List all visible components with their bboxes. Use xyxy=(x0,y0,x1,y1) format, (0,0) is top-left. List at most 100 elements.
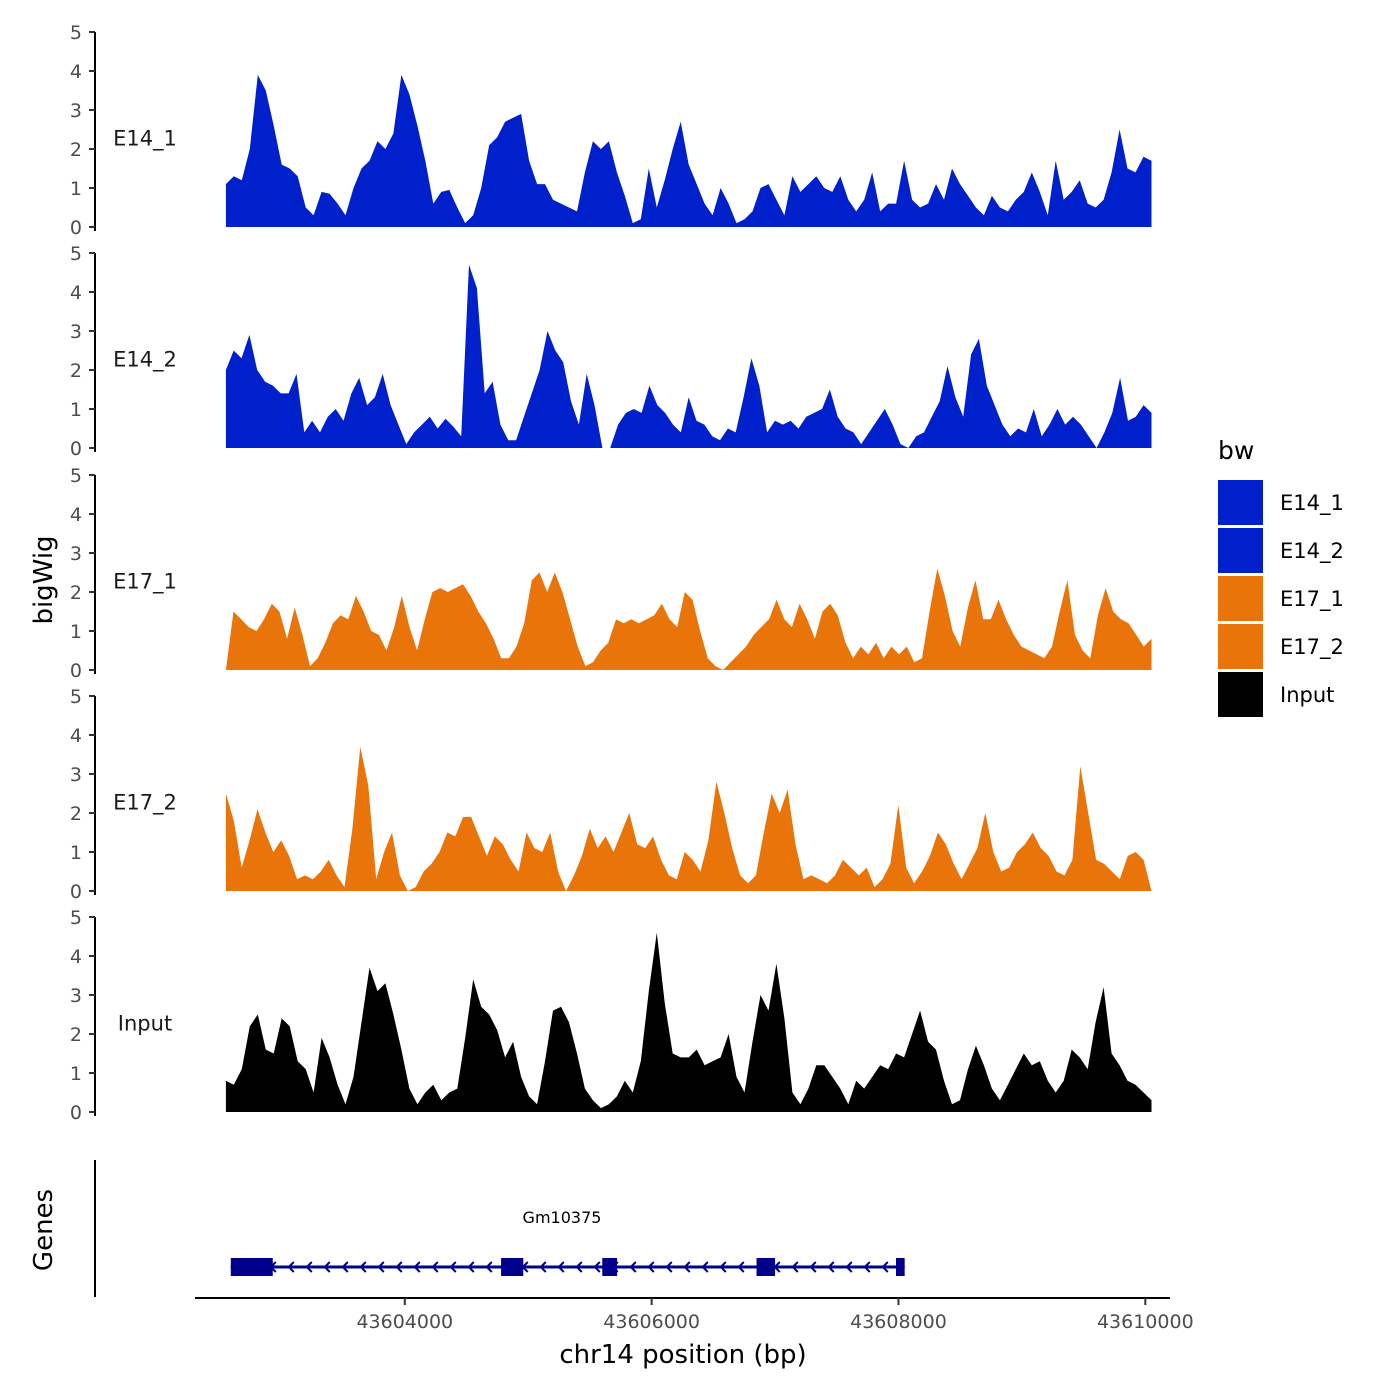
track-panel-E14_2: 0 1 2 3 4 5 E14_2 xyxy=(70,243,1152,460)
genes-axis-title: Genes xyxy=(29,1189,59,1271)
y-axis-title: bigWig xyxy=(29,535,59,624)
gene-exon xyxy=(602,1258,618,1276)
y-tick-label: 2 xyxy=(70,1024,82,1046)
y-tick-label: 1 xyxy=(70,399,82,421)
gene-name: Gm10375 xyxy=(523,1208,602,1227)
y-tick-label: 4 xyxy=(70,282,82,304)
track-label-E17_2: E17_2 xyxy=(113,791,177,816)
y-tick-label: 4 xyxy=(70,946,82,968)
track-panel-E17_1: 0 1 2 3 4 5 E17_1 xyxy=(70,465,1152,682)
strand-arrow xyxy=(359,1261,367,1273)
strand-arrow xyxy=(431,1261,439,1273)
track-label-Input: Input xyxy=(118,1012,172,1036)
track-label-E14_2: E14_2 xyxy=(113,348,177,373)
x-tick-label: 43606000 xyxy=(603,1311,700,1333)
strand-arrow xyxy=(809,1261,817,1273)
y-tick-label: 0 xyxy=(70,660,82,682)
strand-arrow xyxy=(629,1261,637,1273)
y-tick-label: 5 xyxy=(70,686,82,708)
legend-key-E14_1 xyxy=(1218,480,1263,525)
legend-label-E17_1: E17_1 xyxy=(1280,587,1344,612)
legend-key-E17_2 xyxy=(1218,624,1263,669)
y-tick-label: 1 xyxy=(70,178,82,200)
y-tick-label: 5 xyxy=(70,243,82,265)
y-tick-label: 3 xyxy=(70,764,82,786)
y-tick-label: 4 xyxy=(70,504,82,526)
x-axis-title: chr14 position (bp) xyxy=(559,1340,806,1370)
y-tick-label: 4 xyxy=(70,725,82,747)
y-tick-label: 2 xyxy=(70,582,82,604)
strand-arrow xyxy=(683,1261,691,1273)
y-tick-label: 3 xyxy=(70,100,82,122)
strand-arrow xyxy=(719,1261,727,1273)
gene-exon xyxy=(230,1258,273,1276)
gene-exon xyxy=(896,1258,905,1276)
x-axis: 43604000 43606000 43608000 43610000 xyxy=(195,1297,1194,1333)
y-tick-label: 0 xyxy=(70,217,82,239)
y-tick-label: 0 xyxy=(70,438,82,460)
y-tick-label: 1 xyxy=(70,842,82,864)
coverage-area-E17_1 xyxy=(225,568,1152,670)
y-tick-label: 0 xyxy=(70,1102,82,1124)
y-tick-label: 1 xyxy=(70,1063,82,1085)
y-tick-label: 0 xyxy=(70,881,82,903)
legend-key-E17_1 xyxy=(1218,576,1263,621)
y-tick-label: 5 xyxy=(70,465,82,487)
legend-key-Input xyxy=(1218,672,1263,717)
track-label-E17_1: E17_1 xyxy=(113,570,177,595)
legend-title: bw xyxy=(1218,436,1254,465)
strand-arrow xyxy=(593,1261,601,1273)
strand-arrow xyxy=(485,1261,493,1273)
legend-label-E17_2: E17_2 xyxy=(1280,635,1344,660)
strand-arrow xyxy=(395,1261,403,1273)
strand-arrow xyxy=(305,1261,313,1273)
strand-arrow xyxy=(827,1261,835,1273)
track-panel-E14_1: 0 1 2 3 4 5 E14_1 xyxy=(70,22,1152,239)
y-tick-label: 3 xyxy=(70,985,82,1007)
coverage-area-E14_2 xyxy=(225,264,1152,448)
coverage-area-E17_2 xyxy=(225,746,1152,891)
track-panel-Input: 0 1 2 3 4 5 Input xyxy=(70,907,1152,1124)
strand-arrow xyxy=(539,1261,547,1273)
strand-arrow xyxy=(791,1261,799,1273)
y-tick-label: 1 xyxy=(70,621,82,643)
gene-exon xyxy=(756,1258,776,1276)
strand-arrow xyxy=(701,1261,709,1273)
strand-arrow xyxy=(341,1261,349,1273)
y-tick-label: 5 xyxy=(70,22,82,44)
x-tick-label: 43604000 xyxy=(356,1311,453,1333)
strand-arrow xyxy=(377,1261,385,1273)
y-tick-label: 3 xyxy=(70,543,82,565)
legend-key-E14_2 xyxy=(1218,528,1263,573)
y-tick-label: 2 xyxy=(70,139,82,161)
strand-arrow xyxy=(323,1261,331,1273)
strand-arrow xyxy=(737,1261,745,1273)
strand-arrow xyxy=(467,1261,475,1273)
gene-exon xyxy=(501,1258,524,1276)
strand-arrow xyxy=(413,1261,421,1273)
x-tick-label: 43610000 xyxy=(1097,1311,1194,1333)
coverage-area-E14_1 xyxy=(225,74,1152,228)
legend-label-E14_2: E14_2 xyxy=(1280,539,1344,564)
strand-arrow xyxy=(449,1261,457,1273)
x-tick-label: 43608000 xyxy=(850,1311,947,1333)
strand-arrow xyxy=(881,1261,889,1273)
strand-arrow xyxy=(575,1261,583,1273)
coverage-tracks: 0 1 2 3 4 5 E14_1 0 1 2 3 4 5 E14_2 0 1 2 3 4 5 E17_1 0 1 2 3 4 5 E… xyxy=(70,22,1152,1124)
y-tick-label: 4 xyxy=(70,61,82,83)
strand-arrow xyxy=(287,1261,295,1273)
strand-arrow xyxy=(845,1261,853,1273)
y-tick-label: 2 xyxy=(70,360,82,382)
legend-label-Input: Input xyxy=(1280,683,1334,707)
track-panel-E17_2: 0 1 2 3 4 5 E17_2 xyxy=(70,686,1152,903)
legend: bw E14_1 E14_2 E17_1 E17_2 Input xyxy=(1218,436,1344,717)
track-label-E14_1: E14_1 xyxy=(113,127,177,152)
coverage-area-Input xyxy=(225,932,1152,1112)
legend-label-E14_1: E14_1 xyxy=(1280,491,1344,516)
y-tick-label: 2 xyxy=(70,803,82,825)
y-tick-label: 5 xyxy=(70,907,82,929)
strand-arrow xyxy=(665,1261,673,1273)
strand-arrow xyxy=(863,1261,871,1273)
gene-track: Gm10375 xyxy=(94,1160,905,1297)
